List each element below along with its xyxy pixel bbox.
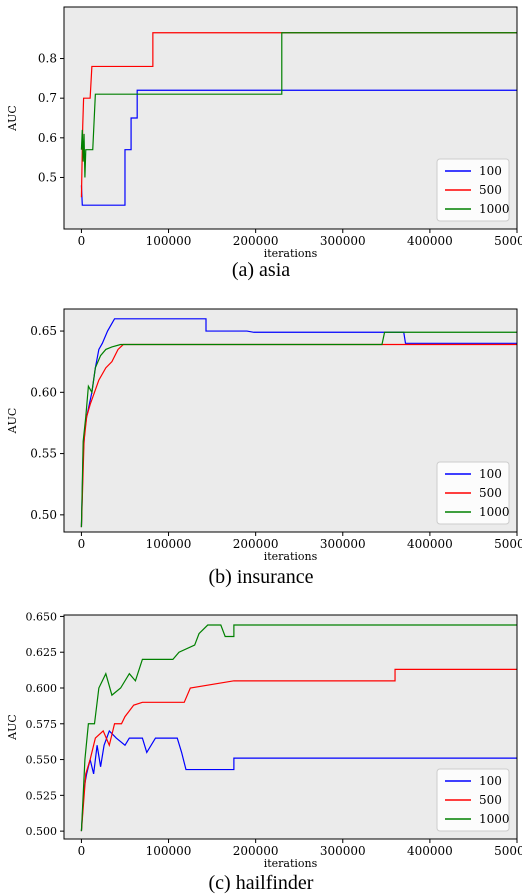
legend-label: 1000 <box>479 202 510 216</box>
x-tick-label: 400000 <box>407 234 453 248</box>
legend: 100 500 1000 <box>436 768 510 832</box>
x-tick-label: 500000 <box>494 844 522 858</box>
x-tick-label: 500000 <box>494 537 522 551</box>
legend-label: 500 <box>479 793 502 807</box>
x-tick-label: 100000 <box>146 234 192 248</box>
y-tick-label: 0.50 <box>30 508 57 522</box>
chart-caption: (b) insurance <box>208 566 314 588</box>
legend-label: 1000 <box>479 505 510 519</box>
x-tick-label: 200000 <box>233 844 279 858</box>
x-tick-label: 100000 <box>146 844 192 858</box>
x-tick-label: 200000 <box>233 234 279 248</box>
chart-asia: 0 100000 200000 300000 400000 500000 0.5 0.6 0.7… <box>6 6 522 260</box>
legend-box <box>436 158 510 222</box>
plot-frame <box>63 308 518 533</box>
x-axis-label: iterations <box>264 550 318 563</box>
legend: 100 500 1000 <box>436 158 510 222</box>
legend-label: 500 <box>479 183 502 197</box>
y-tick-label: 0.6 <box>38 131 57 145</box>
x-tick-label: 0 <box>78 844 86 858</box>
y-tick-label: 0.65 <box>30 324 57 338</box>
series-line-100 <box>80 729 517 832</box>
legend-label: 100 <box>479 164 502 178</box>
y-axis-label: AUC <box>6 408 19 435</box>
chart-hailfinder: 0 100000 200000 300000 400000 500000 0.500 0.52… <box>6 610 522 870</box>
series-line-500 <box>80 32 517 198</box>
y-tick-label: 0.650 <box>26 610 58 623</box>
series-line-100 <box>80 89 517 206</box>
chart-panel-asia: 0 100000 200000 300000 400000 500000 0.5 0.6 0.7… <box>0 0 522 290</box>
series-line-1000 <box>80 32 517 178</box>
y-tick-label: 0.600 <box>26 682 58 695</box>
chart-insurance: 0 100000 200000 300000 400000 500000 0.50 0.55 0… <box>6 308 522 563</box>
y-tick-label: 0.625 <box>26 646 58 659</box>
series-line-500 <box>80 668 517 832</box>
series-line-500 <box>80 343 517 528</box>
legend-label: 1000 <box>479 812 510 826</box>
y-tick-label: 0.60 <box>30 385 57 399</box>
y-tick-label: 0.550 <box>26 754 58 767</box>
y-tick-label: 0.8 <box>38 52 57 66</box>
y-tick-label: 0.55 <box>30 447 57 461</box>
legend-box <box>436 461 510 525</box>
x-tick-label: 300000 <box>320 844 366 858</box>
y-tick-label: 0.5 <box>38 170 57 184</box>
x-tick-label: 0 <box>78 537 86 551</box>
chart-panel-hailfinder: 0 100000 200000 300000 400000 500000 0.500 0.52… <box>0 610 522 896</box>
y-axis-label: AUC <box>6 105 19 132</box>
legend-label: 100 <box>479 467 502 481</box>
x-tick-label: 400000 <box>407 844 453 858</box>
x-tick-label: 100000 <box>146 537 192 551</box>
plot-frame <box>63 614 518 840</box>
y-axis-label: AUC <box>6 714 19 741</box>
x-axis-label: iterations <box>264 247 318 260</box>
x-tick-label: 300000 <box>320 537 366 551</box>
x-tick-label: 0 <box>78 234 86 248</box>
chart-caption: (c) hailfinder <box>208 872 314 894</box>
series-line-1000 <box>80 331 517 528</box>
x-tick-label: 300000 <box>320 234 366 248</box>
x-axis-label: iterations <box>264 857 318 870</box>
chart-panel-insurance: 0 100000 200000 300000 400000 500000 0.50 0.55 0… <box>0 303 522 593</box>
legend-box <box>436 768 510 832</box>
y-tick-label: 0.7 <box>38 91 57 105</box>
legend: 100 500 1000 <box>436 461 510 525</box>
legend-label: 100 <box>479 774 502 788</box>
plot-frame <box>63 6 518 230</box>
chart-caption: (a) asia <box>231 259 291 281</box>
y-tick-label: 0.500 <box>26 825 58 838</box>
legend-label: 500 <box>479 486 502 500</box>
series-line-1000 <box>80 624 517 832</box>
y-tick-label: 0.575 <box>26 718 58 731</box>
x-tick-label: 400000 <box>407 537 453 551</box>
x-tick-label: 500000 <box>494 234 522 248</box>
y-tick-label: 0.525 <box>26 789 58 802</box>
x-tick-label: 200000 <box>233 537 279 551</box>
